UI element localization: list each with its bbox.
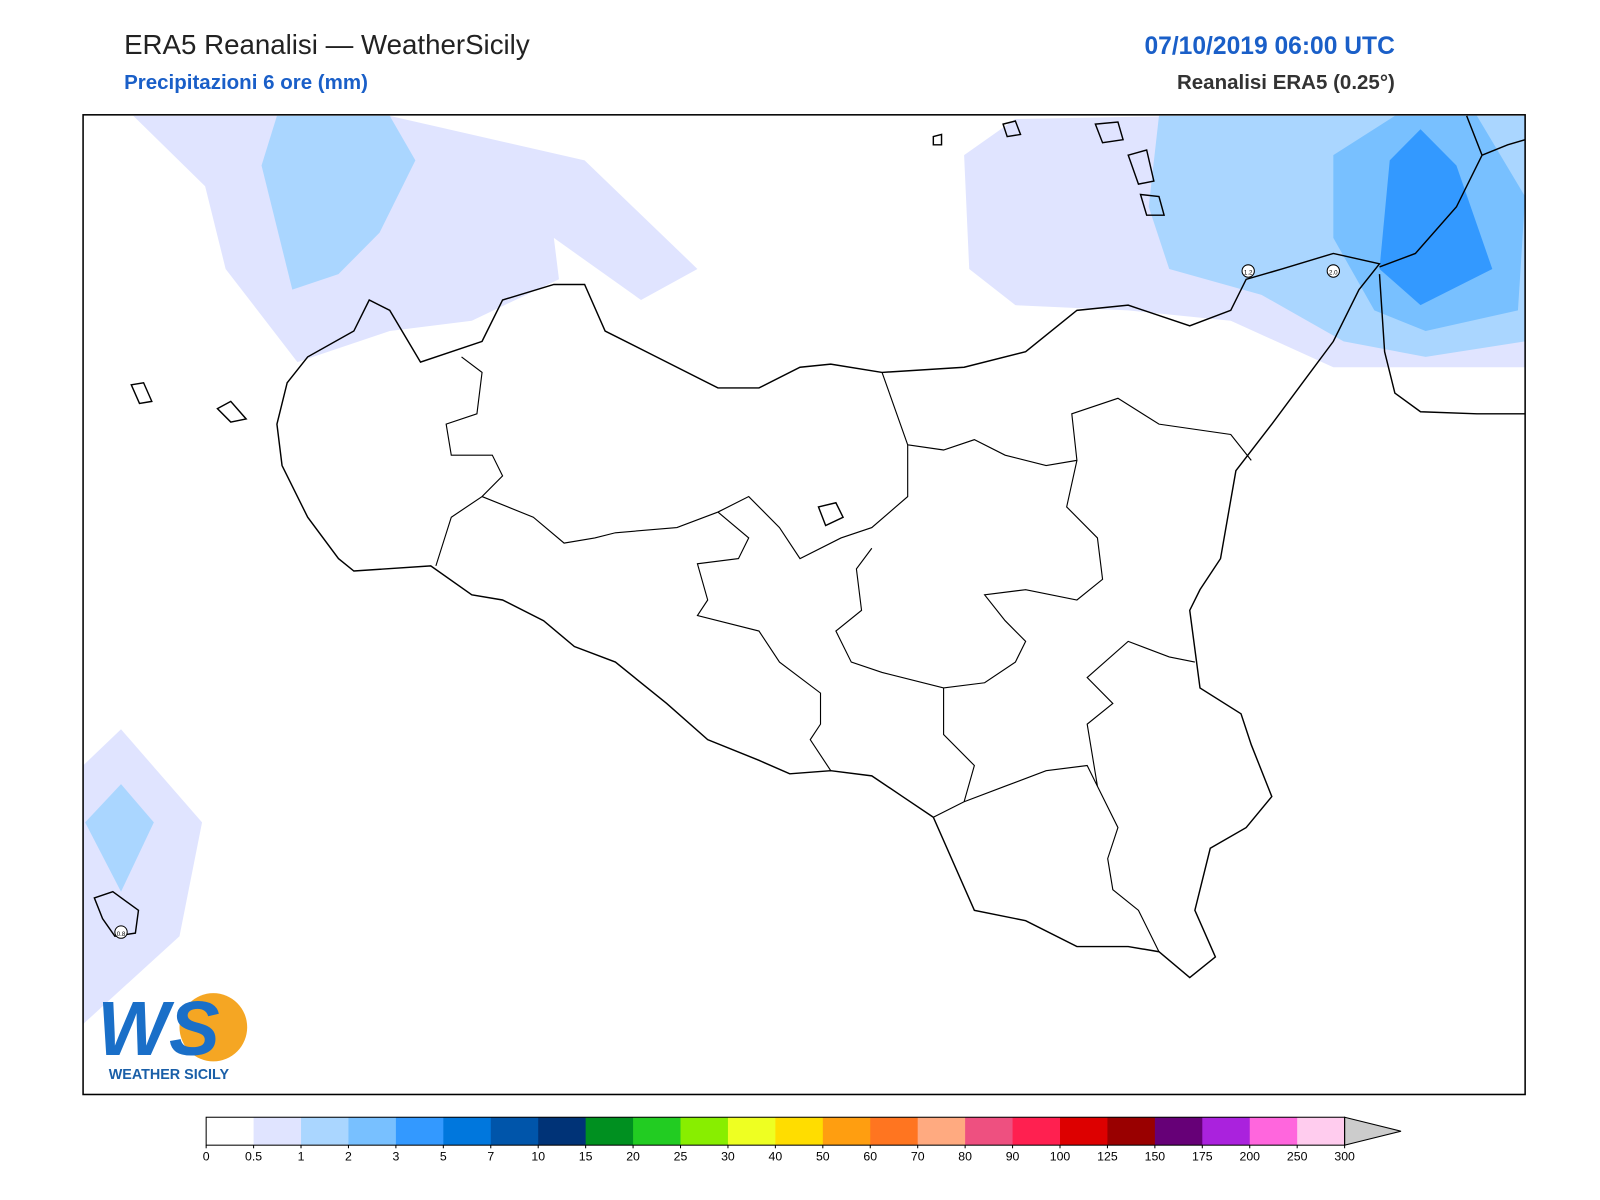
colorbar-swatch — [1249, 1117, 1298, 1146]
date: 07/10/2019 06:00 UTC — [1144, 33, 1395, 60]
colorbar-tick-label: 15 — [579, 1150, 593, 1164]
model: Reanalisi ERA5 (0.25°) — [1177, 71, 1395, 94]
colorbar-tick-label: 50 — [816, 1150, 830, 1164]
colorbar-swatch — [490, 1117, 539, 1146]
colorbar-swatch — [775, 1117, 824, 1146]
colorbar-swatch — [1107, 1117, 1156, 1146]
colorbar-tick-label: 70 — [911, 1150, 925, 1164]
colorbar-tick-label: 250 — [1287, 1150, 1308, 1164]
colorbar-tick-label: 80 — [958, 1150, 972, 1164]
colorbar-swatch — [1297, 1117, 1346, 1146]
colorbar-tick-label: 200 — [1239, 1150, 1260, 1164]
colorbar-tick-label: 20 — [626, 1150, 640, 1164]
colorbar-swatch — [1154, 1117, 1203, 1146]
colorbar-tick-label: 0 — [203, 1150, 210, 1164]
colorbar-tick-label: 0.5 — [245, 1150, 262, 1164]
subtitle: Precipitazioni 6 ore (mm) — [124, 71, 368, 94]
colorbar-swatch — [1060, 1117, 1108, 1146]
precip-field — [83, 115, 1526, 1025]
colorbar-tick-label: 3 — [392, 1150, 399, 1164]
colorbar-tick-label: 30 — [721, 1150, 735, 1164]
colorbar-tick-label: 150 — [1145, 1150, 1166, 1164]
logo-text: WEATHER SICILY — [109, 1067, 230, 1083]
islands — [93, 120, 1166, 937]
point-label: 1.2 — [1244, 270, 1253, 277]
map: 1.2 2.0 0.8 WS WEATHER SICILY — [83, 115, 1526, 1083]
colorbar-tick-label: 10 — [531, 1150, 545, 1164]
colorbar-tick-label: 1 — [298, 1150, 305, 1164]
colorbar-swatch — [253, 1117, 302, 1146]
logo-mark: WS — [97, 987, 219, 1072]
colorbar-tick-label: 25 — [674, 1150, 688, 1164]
colorbar-swatch — [538, 1117, 587, 1146]
logo: WS WEATHER SICILY — [97, 987, 248, 1083]
colorbar-swatch — [1012, 1117, 1061, 1146]
colorbar-swatch — [348, 1117, 397, 1146]
province-borders — [435, 356, 1252, 952]
colorbar-tick-label: 60 — [863, 1150, 877, 1164]
colorbar-tick-label: 2 — [345, 1150, 352, 1164]
colorbar-extension — [1344, 1116, 1402, 1146]
title: ERA5 Reanalisi — WeatherSicily — [124, 29, 530, 60]
colorbar-swatch — [206, 1117, 255, 1146]
colorbar-swatch — [822, 1117, 871, 1146]
calabria-coast — [1378, 115, 1526, 415]
colorbar-swatch — [585, 1117, 634, 1146]
colorbar-swatch — [727, 1117, 776, 1146]
colorbar-tick-label: 300 — [1334, 1150, 1355, 1164]
colorbar-tick-label: 175 — [1192, 1150, 1213, 1164]
colorbar-tick-label: 100 — [1050, 1150, 1071, 1164]
colorbar-swatch — [1202, 1117, 1251, 1146]
colorbar-swatch — [301, 1117, 349, 1146]
colorbar-tick-label: 125 — [1097, 1150, 1118, 1164]
colorbar-swatch — [395, 1117, 444, 1146]
colorbar: 0 0.5 1 2 3 5 7 10 15 20 25 30 40 50 60 70 80 90 100 125 150… — [203, 1116, 1402, 1164]
map-frame — [82, 114, 1526, 1096]
point-label: 0.8 — [117, 931, 126, 938]
colorbar-swatch — [680, 1117, 729, 1146]
colorbar-tick-label: 5 — [440, 1150, 447, 1164]
point-labels: 1.2 2.0 0.8 — [114, 264, 1340, 939]
point-label: 2.0 — [1329, 270, 1338, 277]
colorbar-tick-label: 7 — [487, 1150, 494, 1164]
colorbar-swatch — [443, 1117, 492, 1146]
colorbar-tick-label: 90 — [1006, 1150, 1020, 1164]
colorbar-swatch — [633, 1117, 682, 1146]
colorbar-tick-label: 40 — [769, 1150, 783, 1164]
colorbar-swatch — [870, 1117, 919, 1146]
colorbar-swatch — [917, 1117, 966, 1146]
sicily-coast — [276, 252, 1381, 979]
colorbar-swatch — [965, 1117, 1014, 1146]
